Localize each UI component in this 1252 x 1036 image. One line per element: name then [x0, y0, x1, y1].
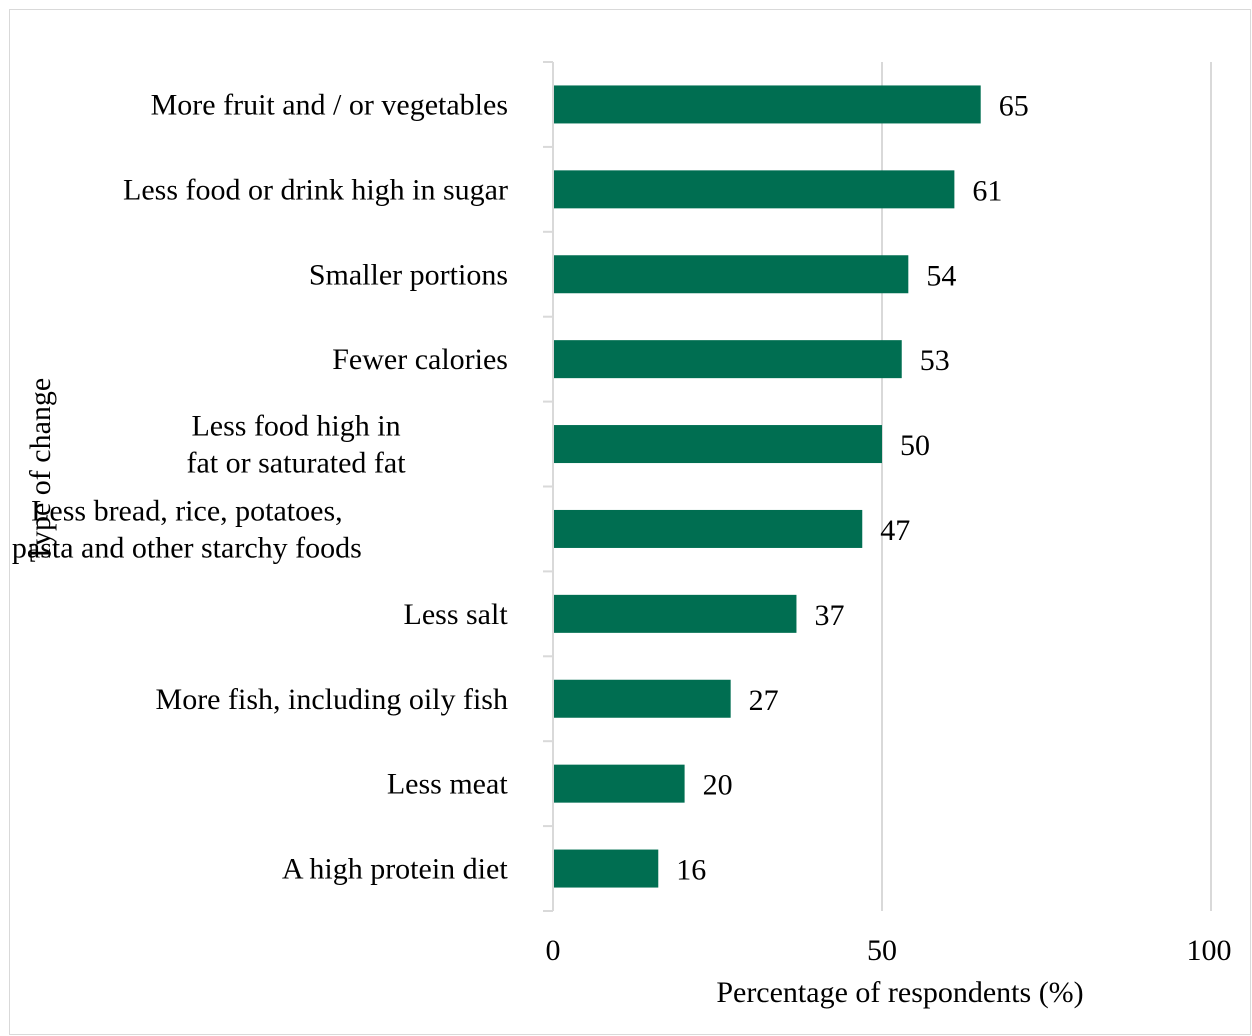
data-label: 54 — [926, 259, 956, 292]
category-label-line: Fewer calories — [332, 343, 508, 376]
bar — [554, 85, 981, 124]
bar — [554, 849, 659, 888]
bar — [554, 255, 909, 294]
category-label-line: Less bread, rice, potatoes, — [31, 494, 343, 527]
category-label-line: A high protein diet — [282, 853, 508, 886]
category-label-line: fat or saturated fat — [187, 447, 407, 480]
bars — [554, 85, 981, 888]
data-label: 65 — [999, 89, 1029, 122]
data-label: 53 — [920, 344, 950, 377]
bar — [554, 340, 902, 379]
category-labels: More fruit and / or vegetables Less food … — [12, 88, 508, 885]
category-label-line: pasta and other starchy foods — [12, 531, 362, 564]
category-label: More fruit and / or vegetables — [151, 88, 508, 121]
x-tick-label: 0 — [546, 934, 561, 967]
bar — [554, 679, 731, 718]
x-tick-label: 100 — [1187, 934, 1232, 967]
category-label-line: Less food high in — [191, 410, 400, 443]
bar — [554, 170, 955, 209]
bar — [554, 594, 797, 633]
category-label: Less food or drink high in sugar — [123, 173, 508, 206]
category-label: Less food high in fat or saturated fat — [187, 410, 407, 480]
category-label-line: More fruit and / or vegetables — [151, 88, 508, 121]
category-label: Less bread, rice, potatoes, pasta and oth… — [12, 494, 362, 564]
category-label-line: Smaller portions — [309, 258, 508, 291]
y-axis-title: Type of change — [24, 378, 57, 562]
category-label-line: Less salt — [404, 598, 509, 631]
x-axis-title: Percentage of respondents (%) — [716, 976, 1083, 1009]
category-axis — [543, 61, 554, 912]
category-label: More fish, including oily fish — [156, 683, 508, 716]
bar — [554, 509, 863, 548]
x-tick-labels: 0 50 100 — [546, 934, 1232, 967]
data-label: 50 — [900, 429, 930, 462]
category-label: Fewer calories — [332, 343, 508, 376]
bar — [554, 425, 882, 464]
category-label-line: More fish, including oily fish — [156, 683, 508, 716]
category-label: Smaller portions — [309, 258, 508, 291]
x-tick-label: 50 — [867, 934, 897, 967]
category-label: Less meat — [387, 768, 508, 801]
category-label: Less salt — [404, 598, 509, 631]
category-label-line: Less meat — [387, 768, 508, 801]
data-label: 47 — [880, 514, 910, 547]
data-label: 20 — [703, 769, 733, 802]
data-label: 37 — [814, 599, 844, 632]
data-label: 61 — [972, 174, 1002, 207]
data-label: 16 — [676, 854, 706, 887]
bar — [554, 764, 685, 803]
category-label-line: Less food or drink high in sugar — [123, 173, 508, 206]
data-label: 27 — [749, 684, 779, 717]
data-labels: 65 61 54 53 50 47 37 27 20 16 — [676, 89, 1028, 886]
category-label: A high protein diet — [282, 853, 508, 886]
